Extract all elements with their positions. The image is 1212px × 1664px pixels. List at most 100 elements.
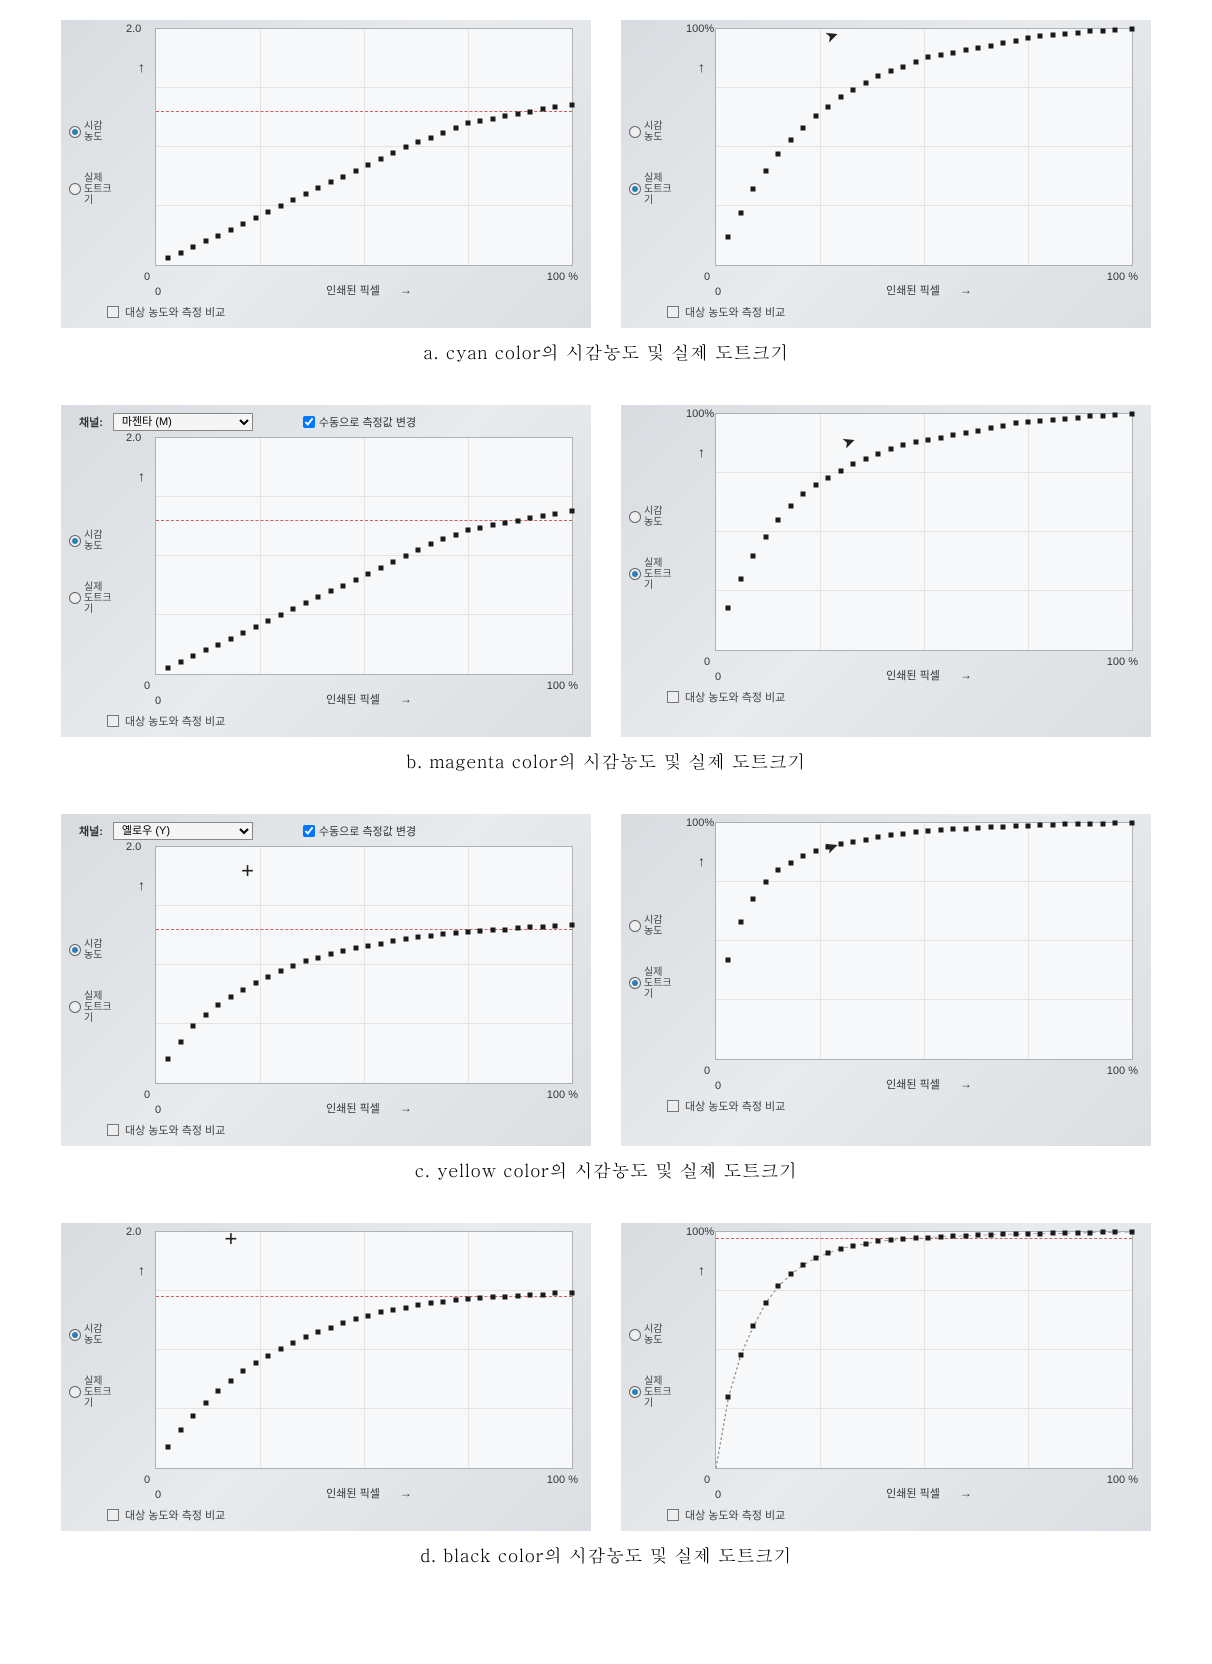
- chart-panel: 시감 농도실제 도트크 기➤100%0↑100 %0인쇄된 픽셀→대상 농도와 …: [621, 405, 1151, 737]
- x-max-label: 100 %: [547, 1474, 578, 1486]
- data-point: [751, 553, 756, 558]
- data-point: [416, 1303, 421, 1308]
- compare-checkbox-row[interactable]: 대상 농도와 측정 비교: [107, 1122, 583, 1138]
- x-max-label: 100 %: [1107, 271, 1138, 283]
- data-point: [570, 509, 575, 514]
- data-point: [901, 64, 906, 69]
- plot-area: +2.00↑100 %: [155, 846, 573, 1084]
- data-point: [515, 926, 520, 931]
- compare-checkbox-row[interactable]: 대상 농도와 측정 비교: [667, 1507, 1143, 1523]
- data-point: [366, 571, 371, 576]
- data-point: [303, 192, 308, 197]
- radio-visual-density[interactable]: 시감 농도: [69, 121, 121, 143]
- plot-area: 2.00↑100 %: [155, 437, 573, 675]
- compare-checkbox-label: 대상 농도와 측정 비교: [125, 1507, 225, 1523]
- data-point: [1075, 30, 1080, 35]
- y-min-label: 0: [704, 271, 710, 283]
- data-point: [1026, 420, 1031, 425]
- radio-visual-density[interactable]: 시감 농도: [629, 1324, 681, 1346]
- data-point: [391, 559, 396, 564]
- data-point: [503, 114, 508, 119]
- data-point: [1075, 822, 1080, 827]
- channel-select[interactable]: 마젠타 (M): [113, 413, 253, 431]
- y-max-label: 2.0: [126, 432, 141, 444]
- data-point: [1026, 823, 1031, 828]
- manual-checkbox[interactable]: [303, 416, 315, 428]
- x-axis-label: 인쇄된 픽셀: [326, 1485, 380, 1501]
- radio-actual-dotsize[interactable]: 실제 도트크 기: [69, 991, 121, 1024]
- radio-visual-density[interactable]: 시감 농도: [629, 506, 681, 528]
- data-point: [901, 831, 906, 836]
- data-point: [515, 1293, 520, 1298]
- x-axis-label: 인쇄된 픽셀: [326, 1100, 380, 1116]
- radio-actual-dotsize[interactable]: 실제 도트크 기: [629, 173, 681, 206]
- radio-actual-dotsize[interactable]: 실제 도트크 기: [629, 967, 681, 1000]
- radio-visual-density[interactable]: 시감 농도: [629, 915, 681, 937]
- channel-select[interactable]: 옐로우 (Y): [113, 822, 253, 840]
- compare-checkbox-row[interactable]: 대상 농도와 측정 비교: [667, 689, 1143, 705]
- radio-visual-density[interactable]: 시감 농도: [69, 530, 121, 552]
- side-controls: 시감 농도실제 도트크 기: [69, 1231, 125, 1501]
- chart-panel: 시감 농도실제 도트크 기➤100%0↑100 %0인쇄된 픽셀→대상 농도와 …: [621, 20, 1151, 328]
- data-point: [813, 849, 818, 854]
- radio-actual-dotsize[interactable]: 실제 도트크 기: [629, 558, 681, 591]
- data-point: [913, 440, 918, 445]
- data-point: [726, 605, 731, 610]
- compare-checkbox-row[interactable]: 대상 농도와 측정 비교: [667, 1098, 1143, 1114]
- data-point: [913, 830, 918, 835]
- data-point: [763, 1300, 768, 1305]
- data-point: [813, 482, 818, 487]
- data-point: [1038, 419, 1043, 424]
- radio-actual-dotsize[interactable]: 실제 도트크 기: [69, 173, 121, 206]
- radio-label: 시감 농도: [644, 506, 662, 528]
- radio-visual-density[interactable]: 시감 농도: [69, 1324, 121, 1346]
- data-point: [1100, 821, 1105, 826]
- data-point: [1100, 28, 1105, 33]
- data-point: [441, 1299, 446, 1304]
- radio-visual-density[interactable]: 시감 농도: [69, 939, 121, 961]
- x-max-label: 100 %: [547, 271, 578, 283]
- radio-visual-density[interactable]: 시감 농도: [629, 121, 681, 143]
- manual-checkbox[interactable]: [303, 825, 315, 837]
- data-point: [1050, 32, 1055, 37]
- y-max-label: 100%: [686, 1226, 714, 1238]
- data-point: [266, 974, 271, 979]
- y-max-label: 100%: [686, 817, 714, 829]
- radio-actual-dotsize[interactable]: 실제 도트크 기: [69, 1376, 121, 1409]
- data-point: [1088, 29, 1093, 34]
- data-point: [1113, 821, 1118, 826]
- data-point: [876, 835, 881, 840]
- radio-actual-dotsize[interactable]: 실제 도트크 기: [69, 582, 121, 615]
- data-point: [166, 1444, 171, 1449]
- data-point: [328, 952, 333, 957]
- data-point: [416, 548, 421, 553]
- data-point: [253, 1360, 258, 1365]
- x-min-label: 0: [155, 1489, 161, 1501]
- data-point: [328, 180, 333, 185]
- compare-checkbox-row[interactable]: 대상 농도와 측정 비교: [107, 304, 583, 320]
- compare-checkbox-row[interactable]: 대상 농도와 측정 비교: [107, 713, 583, 729]
- data-point: [241, 987, 246, 992]
- y-max-label: 2.0: [126, 841, 141, 853]
- data-point: [291, 964, 296, 969]
- data-point: [203, 1401, 208, 1406]
- pointer-cursor-icon: ➤: [823, 24, 842, 47]
- radio-actual-dotsize[interactable]: 실제 도트크 기: [629, 1376, 681, 1409]
- data-point: [428, 542, 433, 547]
- figure-block: 시감 농도실제 도트크 기+2.00↑100 %0인쇄된 픽셀→대상 농도와 측…: [40, 1223, 1172, 1568]
- data-point: [515, 111, 520, 116]
- data-point: [813, 114, 818, 119]
- data-point: [776, 868, 781, 873]
- data-point: [776, 518, 781, 523]
- x-axis-label: 인쇄된 픽셀: [886, 282, 940, 298]
- data-point: [178, 1039, 183, 1044]
- compare-checkbox-row[interactable]: 대상 농도와 측정 비교: [667, 304, 1143, 320]
- compare-checkbox-row[interactable]: 대상 농도와 측정 비교: [107, 1507, 583, 1523]
- data-point: [478, 928, 483, 933]
- radio-dot-icon: [629, 568, 641, 580]
- data-point: [353, 946, 358, 951]
- radio-label: 시감 농도: [84, 121, 102, 143]
- data-point: [1113, 27, 1118, 32]
- data-point: [453, 1298, 458, 1303]
- data-point: [1063, 31, 1068, 36]
